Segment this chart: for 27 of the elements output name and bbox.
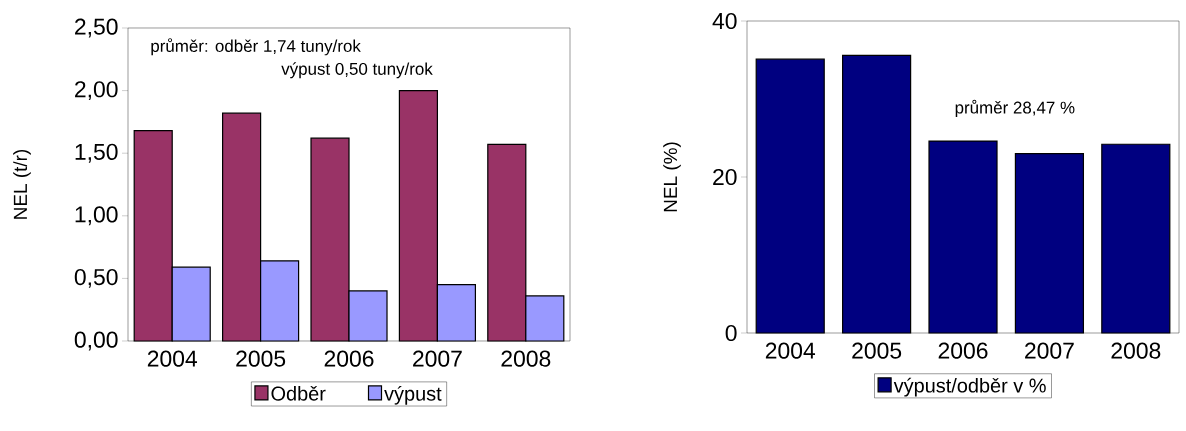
- x-tick-label: 2005: [852, 342, 902, 359]
- x-tick-label: 2006: [324, 350, 374, 367]
- x-tick-label: 2004: [765, 342, 816, 359]
- annotation: výpust 0,50 tuny/rok: [281, 62, 433, 79]
- x-tick-label: 2007: [413, 350, 462, 367]
- y-tick-label: 1,50: [75, 143, 118, 163]
- y-tick-label: 0,00: [74, 331, 118, 351]
- x-tick-label: 2007: [1025, 342, 1074, 359]
- y-tick-label: 20: [713, 168, 737, 186]
- y-tick-label: 0,50: [74, 268, 118, 288]
- legend-label: výpust/odběr v %: [893, 377, 1046, 397]
- x-tick-label: 2004: [147, 350, 198, 367]
- x-tick-label: 2008: [1111, 342, 1161, 359]
- y-tick-label: 40: [712, 12, 737, 30]
- legend-label: Odběr: [271, 385, 326, 401]
- y-tick-label: 2,00: [75, 81, 118, 101]
- y-axis-title: NEL (t/r): [13, 149, 31, 219]
- y-axis-title: NEL (%): [663, 142, 681, 212]
- annotation: průměr: odběr 1,74 tuny/rok: [151, 38, 361, 56]
- y-tick-label: 1,00: [75, 206, 118, 226]
- x-tick-label: 2006: [938, 342, 988, 359]
- x-tick-label: 2005: [236, 350, 286, 367]
- legend-label: výpust: [384, 385, 442, 405]
- x-tick-label: 2008: [501, 350, 551, 367]
- y-tick-label: 2,50: [75, 18, 118, 38]
- annotation: průměr 28,47 %: [955, 99, 1075, 117]
- y-tick-label: 0: [725, 324, 737, 342]
